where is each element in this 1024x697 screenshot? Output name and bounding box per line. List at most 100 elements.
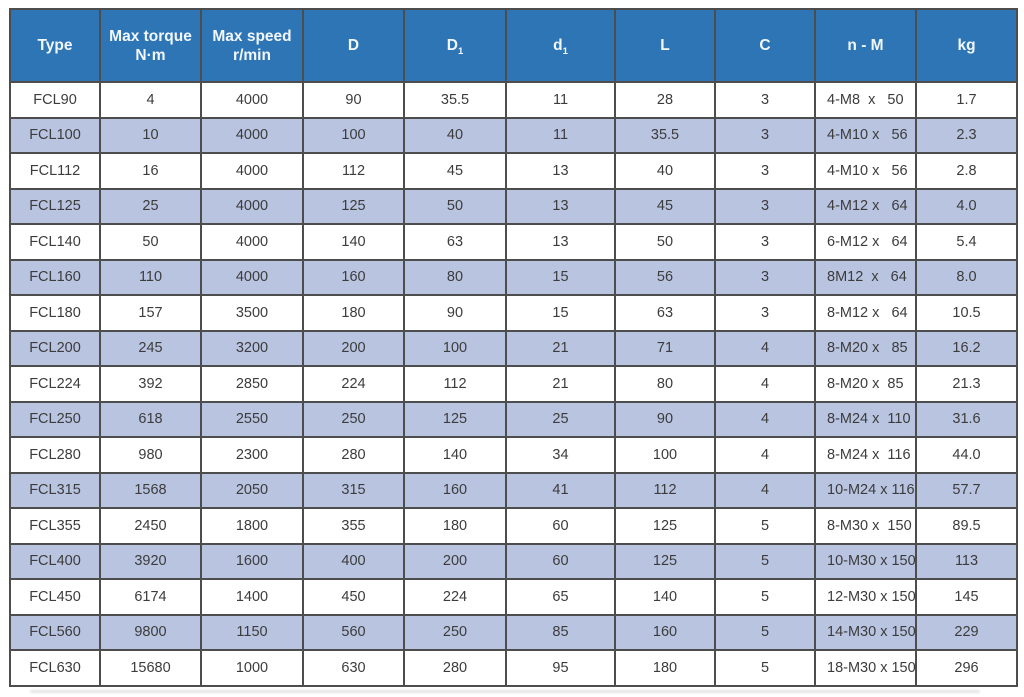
cell-max_speed_rpm: 4000 xyxy=(200,81,304,119)
cell-max_speed_rpm: 1400 xyxy=(200,578,304,616)
table-row: FCL125 25 4000 125 50 13 45 3 4-M12 x 64 4.0 xyxy=(9,187,1018,225)
cell-n_M: 8-M20 x 85 xyxy=(814,329,917,367)
cell-kg: 57.7 xyxy=(915,471,1018,509)
cell-n_M: 4-M10 x 56 xyxy=(814,152,917,190)
cell-D1: 140 xyxy=(403,436,507,474)
cell-n_M: 8-M20 x 85 xyxy=(814,365,917,403)
cell-max_torque_nm: 6174 xyxy=(99,578,202,616)
cell-kg: 296 xyxy=(915,649,1018,687)
cell-L: 45 xyxy=(614,187,716,225)
cell-d1: 95 xyxy=(505,649,616,687)
cell-d1: 13 xyxy=(505,152,616,190)
cell-max_speed_rpm: 3200 xyxy=(200,329,304,367)
cell-n_M: 4-M12 x 64 xyxy=(814,187,917,225)
table-row: FCL280 980 2300 280 140 34 100 4 8-M24 x 116 44.0 xyxy=(9,436,1018,474)
cell-D: 180 xyxy=(302,294,405,332)
cell-L: 125 xyxy=(614,507,716,545)
cell-D: 250 xyxy=(302,400,405,438)
cell-C: 4 xyxy=(714,365,816,403)
table-row: FCL560 9800 1150 560 250 85 160 5 14-M30 x 150 22… xyxy=(9,613,1018,651)
cell-D1: 250 xyxy=(403,613,507,651)
cell-D1: 80 xyxy=(403,258,507,296)
cell-D: 450 xyxy=(302,578,405,616)
cell-n_M: 8-M30 x 150 xyxy=(814,507,917,545)
cell-D1: 200 xyxy=(403,542,507,580)
cell-max_torque_nm: 25 xyxy=(99,187,202,225)
cell-d1: 21 xyxy=(505,365,616,403)
col-header-label: D1 xyxy=(446,37,464,58)
cell-C: 3 xyxy=(714,258,816,296)
cell-L: 112 xyxy=(614,471,716,509)
cell-D1: 63 xyxy=(403,223,507,261)
cell-type: FCL450 xyxy=(9,578,101,616)
cell-n_M: 14-M30 x 150 xyxy=(814,613,917,651)
cell-max_speed_rpm: 4000 xyxy=(200,187,304,225)
cell-C: 5 xyxy=(714,542,816,580)
cell-D1: 224 xyxy=(403,578,507,616)
col-header-kg: kg xyxy=(915,8,1018,83)
cell-max_torque_nm: 50 xyxy=(99,223,202,261)
col-header-D: D xyxy=(302,8,405,83)
cell-type: FCL200 xyxy=(9,329,101,367)
cell-type: FCL224 xyxy=(9,365,101,403)
cell-max_torque_nm: 392 xyxy=(99,365,202,403)
cell-L: 40 xyxy=(614,152,716,190)
cell-L: 100 xyxy=(614,436,716,474)
cell-d1: 41 xyxy=(505,471,616,509)
cell-D: 280 xyxy=(302,436,405,474)
table-row: FCL250 618 2550 250 125 25 90 4 8-M24 x 110 31.6 xyxy=(9,400,1018,438)
cell-L: 125 xyxy=(614,542,716,580)
cell-max_torque_nm: 4 xyxy=(99,81,202,119)
cell-D1: 90 xyxy=(403,294,507,332)
cell-D1: 50 xyxy=(403,187,507,225)
cell-type: FCL630 xyxy=(9,649,101,687)
cell-kg: 145 xyxy=(915,578,1018,616)
table-row: FCL355 2450 1800 355 180 60 125 5 8-M30 x 150 89.… xyxy=(9,507,1018,545)
cell-L: 63 xyxy=(614,294,716,332)
cell-L: 140 xyxy=(614,578,716,616)
cell-L: 80 xyxy=(614,365,716,403)
cell-max_speed_rpm: 1600 xyxy=(200,542,304,580)
cell-D: 160 xyxy=(302,258,405,296)
cell-D1: 160 xyxy=(403,471,507,509)
cell-d1: 34 xyxy=(505,436,616,474)
cell-D: 112 xyxy=(302,152,405,190)
cell-max_speed_rpm: 2550 xyxy=(200,400,304,438)
table-shadow xyxy=(30,690,980,693)
cell-n_M: 8-M24 x 116 xyxy=(814,436,917,474)
col-header-C: C xyxy=(714,8,816,83)
cell-max_speed_rpm: 4000 xyxy=(200,258,304,296)
cell-L: 160 xyxy=(614,613,716,651)
cell-D1: 40 xyxy=(403,116,507,154)
cell-type: FCL400 xyxy=(9,542,101,580)
cell-C: 4 xyxy=(714,471,816,509)
cell-D1: 180 xyxy=(403,507,507,545)
cell-D: 224 xyxy=(302,365,405,403)
cell-kg: 31.6 xyxy=(915,400,1018,438)
cell-max_torque_nm: 9800 xyxy=(99,613,202,651)
table-row: FCL140 50 4000 140 63 13 50 3 6-M12 x 64 5.4 xyxy=(9,223,1018,261)
cell-n_M: 10-M30 x 150 xyxy=(814,542,917,580)
cell-D: 400 xyxy=(302,542,405,580)
cell-n_M: 12-M30 x 150 xyxy=(814,578,917,616)
cell-n_M: 10-M24 x 116 xyxy=(814,471,917,509)
cell-L: 50 xyxy=(614,223,716,261)
cell-max_torque_nm: 157 xyxy=(99,294,202,332)
cell-D1: 125 xyxy=(403,400,507,438)
cell-kg: 113 xyxy=(915,542,1018,580)
cell-C: 4 xyxy=(714,436,816,474)
cell-kg: 16.2 xyxy=(915,329,1018,367)
cell-max_speed_rpm: 3500 xyxy=(200,294,304,332)
cell-max_speed_rpm: 2850 xyxy=(200,365,304,403)
cell-C: 3 xyxy=(714,81,816,119)
col-header-label: Max torque xyxy=(109,27,192,45)
cell-C: 3 xyxy=(714,116,816,154)
table-row: FCL315 1568 2050 315 160 41 112 4 10-M24 x 116 57… xyxy=(9,471,1018,509)
col-header-type: Type xyxy=(9,8,101,83)
col-header-max_torque_nm: Max torque N·m xyxy=(99,8,202,83)
col-header-label: kg xyxy=(957,37,976,54)
col-header-label: L xyxy=(660,37,670,54)
col-header-n_M: n - M xyxy=(814,8,917,83)
cell-max_speed_rpm: 4000 xyxy=(200,152,304,190)
cell-type: FCL140 xyxy=(9,223,101,261)
